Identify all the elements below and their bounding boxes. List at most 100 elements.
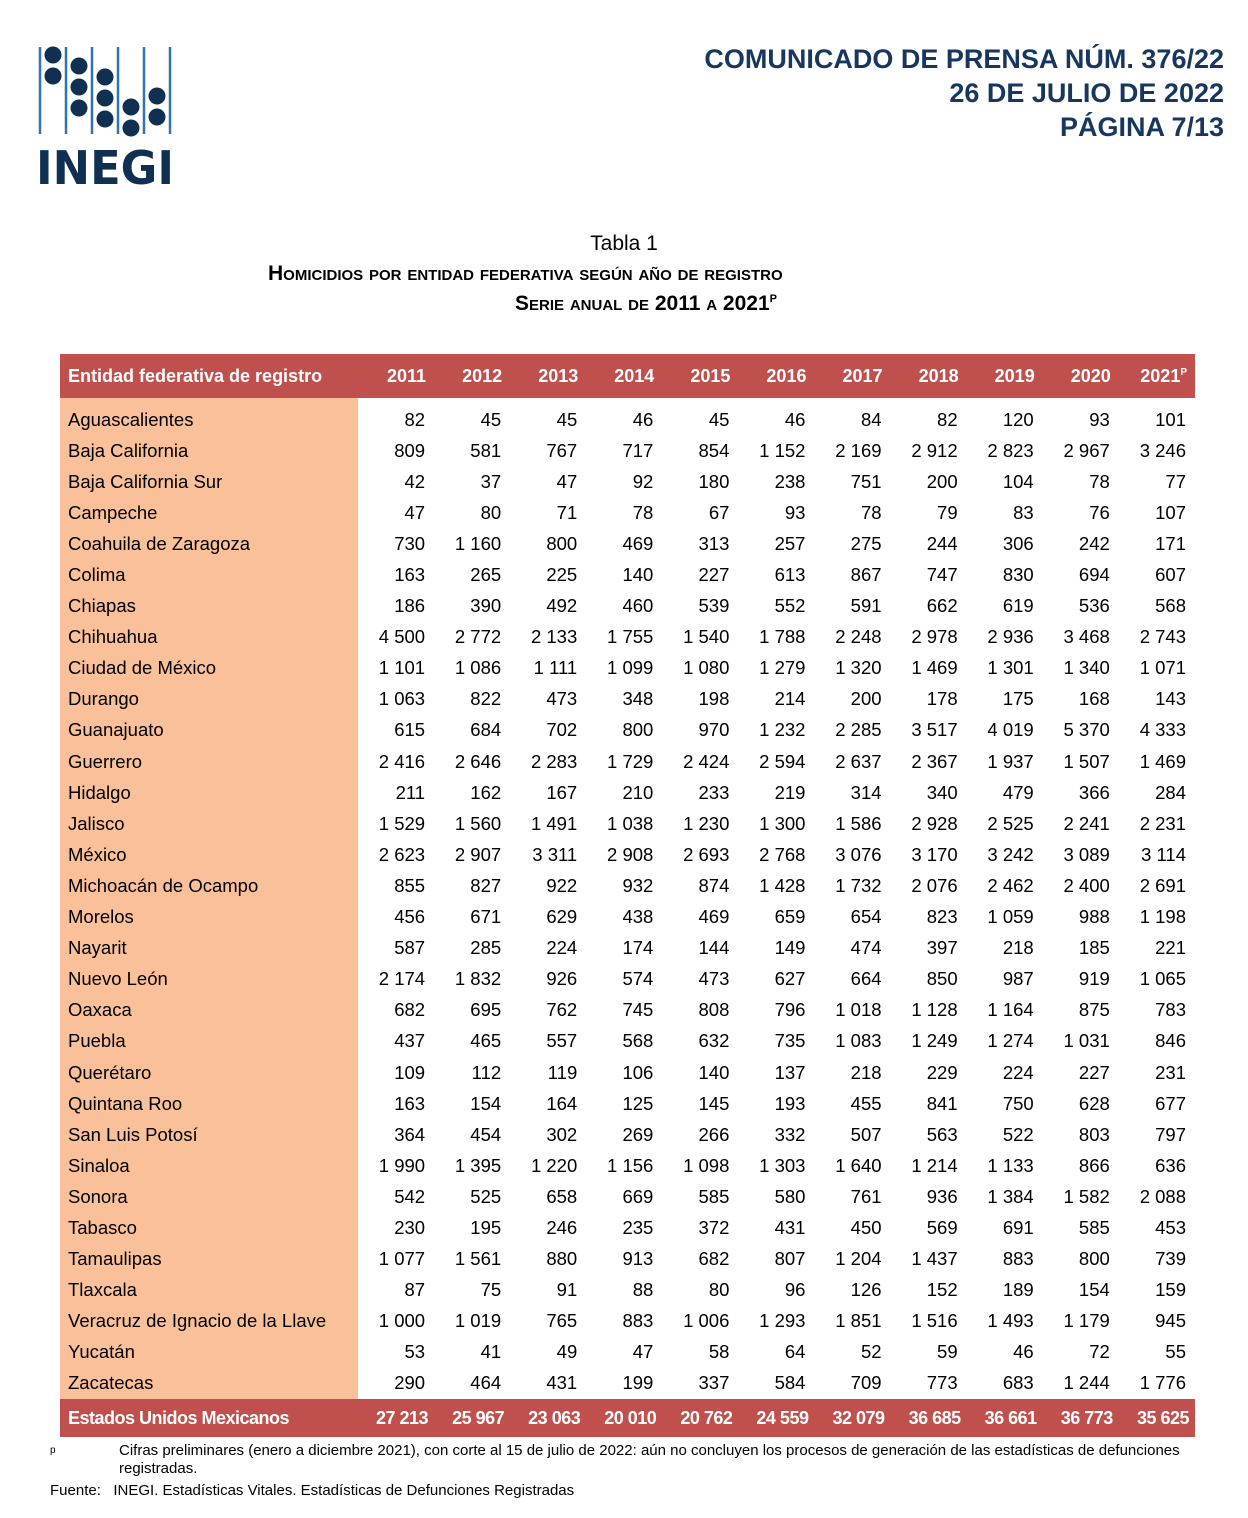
- year-label: 2016: [766, 365, 807, 386]
- cell-value: 1 006: [683, 1310, 730, 1332]
- cell-value: 552: [774, 595, 806, 617]
- cell-value: 682: [394, 999, 426, 1021]
- cell-value: 46: [784, 408, 806, 430]
- cell-value: 1 152: [759, 439, 806, 461]
- cell-value: 922: [546, 874, 578, 896]
- cell-value: 2 907: [454, 843, 502, 865]
- cell-value: 221: [1155, 937, 1186, 959]
- cell-value: 636: [1155, 1154, 1186, 1176]
- cell-value: 1 018: [835, 999, 882, 1021]
- cell-value: 932: [622, 874, 654, 896]
- column-header-year: 2012: [434, 354, 511, 398]
- entity-name: Tabasco: [60, 1212, 358, 1244]
- homicides-table: Entidad federativa de registro 2011 2012 2…: [60, 354, 1195, 1437]
- cell-value: 238: [774, 470, 806, 492]
- cell-value: 474: [850, 937, 882, 959]
- entity-name: México: [60, 839, 358, 871]
- column-header-entity: Entidad federativa de registro: [60, 354, 358, 398]
- cell-value: 200: [926, 470, 958, 492]
- cell-value: 669: [622, 1185, 654, 1207]
- cell-value: 1 428: [759, 874, 806, 896]
- cell-value: 880: [546, 1248, 578, 1270]
- entity-name: Estados Unidos Mexicanos: [60, 1399, 358, 1437]
- table-header-row: Entidad federativa de registro 2011 2012 2…: [60, 354, 1195, 398]
- cell-value: 1 083: [835, 1030, 882, 1052]
- cell-value: 800: [1078, 1248, 1110, 1270]
- table-row: Veracruz de Ignacio de la Llave 1 000 1 01…: [60, 1305, 1195, 1337]
- cell-value: 27 213: [358, 1399, 435, 1437]
- cell-value: 761: [850, 1185, 882, 1207]
- entity-name: San Luis Potosí: [60, 1119, 358, 1151]
- table-caption: Tabla 1: [590, 232, 658, 255]
- cell-value: 145: [698, 1092, 730, 1114]
- cell-value: 797: [1155, 1123, 1186, 1145]
- entity-name: Chiapas: [60, 590, 358, 622]
- subtitle-text: Serie anual de 2011 a 2021: [515, 292, 770, 315]
- cell-value: 23 063: [510, 1399, 587, 1437]
- table-row: Aguascalientes 82 45 45 46 45 46 84 82 120 93 101: [60, 398, 1195, 436]
- cell-value: 265: [470, 564, 502, 586]
- cell-value: 522: [1002, 1123, 1034, 1145]
- cell-value: 1 340: [1063, 657, 1110, 679]
- cell-value: 438: [622, 906, 654, 928]
- cell-value: 1 098: [683, 1154, 730, 1176]
- cell-value: 4 019: [987, 719, 1034, 741]
- cell-value: 41: [480, 1341, 502, 1363]
- year-label: 2012: [462, 365, 503, 386]
- cell-value: 45: [556, 408, 578, 430]
- cell-value: 284: [1155, 781, 1186, 803]
- cell-value: 841: [926, 1092, 958, 1114]
- entity-name: Morelos: [60, 901, 358, 933]
- cell-value: 694: [1078, 564, 1110, 586]
- cell-value: 2 076: [911, 874, 958, 896]
- cell-value: 2 424: [683, 750, 730, 772]
- cell-value: 2 693: [683, 843, 730, 865]
- cell-value: 78: [1089, 470, 1110, 492]
- cell-value: 337: [698, 1372, 730, 1394]
- cell-value: 47: [632, 1341, 654, 1363]
- column-header-year: 2013: [510, 354, 587, 398]
- cell-value: 1 164: [987, 999, 1034, 1021]
- cell-value: 4 333: [1139, 719, 1186, 741]
- cell-value: 154: [470, 1092, 502, 1114]
- cell-value: 1 469: [911, 657, 958, 679]
- table-row: Zacatecas 290 464 431 199 337 584 709 773 683 1 24…: [60, 1367, 1195, 1399]
- cell-value: 24 559: [738, 1399, 815, 1437]
- cell-value: 867: [850, 564, 882, 586]
- cell-value: 200: [850, 688, 882, 710]
- cell-value: 846: [1155, 1030, 1186, 1052]
- entity-name: Chihuahua: [60, 621, 358, 653]
- table-row: Durango 1 063 822 473 348 198 214 200 178 175 168 1…: [60, 683, 1195, 715]
- entity-name: Puebla: [60, 1025, 358, 1057]
- cell-value: 306: [1002, 532, 1034, 554]
- cell-value: 2 367: [911, 750, 958, 772]
- cell-value: 2 462: [987, 874, 1034, 896]
- cell-value: 2 283: [530, 750, 578, 772]
- cell-value: 739: [1155, 1248, 1186, 1270]
- press-date: 26 DE JULIO DE 2022: [949, 78, 1224, 108]
- cell-value: 2 416: [378, 750, 426, 772]
- cell-value: 1 220: [530, 1154, 578, 1176]
- entity-name: Zacatecas: [60, 1367, 358, 1399]
- cell-value: 591: [850, 595, 882, 617]
- cell-value: 159: [1155, 1279, 1186, 1301]
- cell-value: 585: [1078, 1216, 1110, 1238]
- cell-value: 1 384: [987, 1185, 1034, 1207]
- cell-value: 229: [926, 1061, 958, 1083]
- cell-value: 224: [546, 937, 578, 959]
- table-row: Ciudad de México 1 101 1 086 1 111 1 099 1 08…: [60, 652, 1195, 684]
- entity-name: Baja California Sur: [60, 466, 358, 498]
- entity-name: Nuevo León: [60, 963, 358, 995]
- cell-value: 988: [1078, 906, 1110, 928]
- cell-value: 2 525: [987, 812, 1034, 834]
- column-header-year: 2014: [586, 354, 663, 398]
- cell-value: 4 500: [378, 626, 426, 648]
- cell-value: 563: [926, 1123, 958, 1145]
- cell-value: 1 851: [835, 1310, 882, 1332]
- entity-name: Guerrero: [60, 746, 358, 778]
- cell-value: 628: [1078, 1092, 1110, 1114]
- cell-value: 751: [850, 470, 882, 492]
- cell-value: 1 099: [607, 657, 654, 679]
- cell-value: 171: [1155, 532, 1186, 554]
